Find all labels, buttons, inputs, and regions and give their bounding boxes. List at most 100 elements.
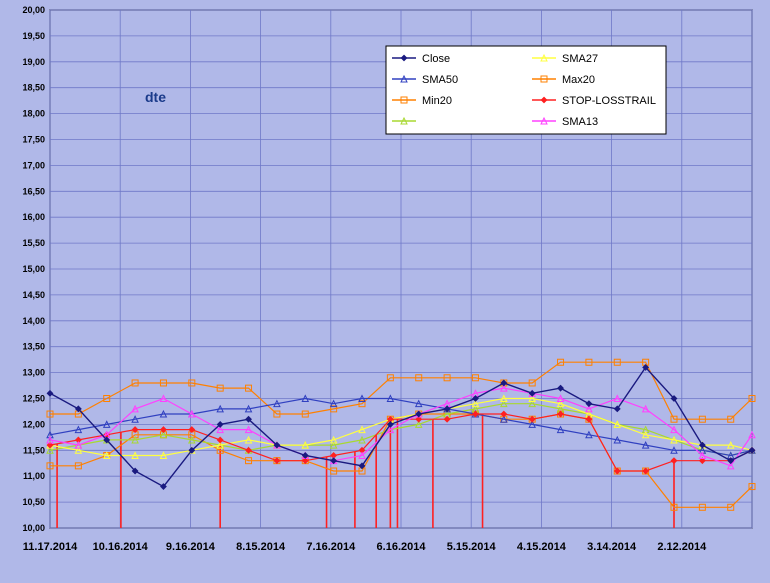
series-line-sma13: [49, 387, 753, 467]
point-sma50: [273, 399, 281, 408]
point-sma50: [585, 430, 593, 439]
point-sma27: [358, 425, 366, 434]
y-tick-label: 19,00: [22, 57, 45, 67]
legend-marker: [540, 96, 548, 104]
point-max20: [46, 410, 54, 418]
point-green: [188, 435, 196, 444]
x-tick-label: 8.15.2014: [236, 541, 286, 553]
axes: 10,00 10,50 11,00 11,50 12,00 12,50 13,00 13,50…: [22, 5, 707, 553]
y-tick-label: 10,00: [22, 523, 45, 533]
point-close: [131, 467, 139, 475]
point-close: [613, 405, 621, 413]
point-stop: [273, 457, 281, 465]
point-close: [386, 420, 394, 428]
point-close: [160, 483, 167, 490]
point-max20: [245, 384, 253, 392]
point-sma27: [556, 399, 565, 408]
point-sma13: [748, 430, 756, 439]
point-sma27: [159, 451, 168, 459]
legend: Close SMA27 SMA50 Max20 Min20 STOP-LOSSTRAIL S…: [385, 45, 667, 135]
point-min20: [670, 503, 678, 511]
point-close: [188, 446, 196, 454]
point-green: [46, 446, 54, 454]
point-close: [748, 446, 756, 454]
point-sma27: [726, 441, 735, 449]
chart-title: dte: [145, 89, 166, 105]
x-tick-label: 2.12.2014: [657, 541, 707, 553]
point-max20: [613, 358, 621, 366]
point-green: [329, 441, 338, 449]
x-tick-label: 10.16.2014: [93, 541, 149, 553]
y-tick-label: 11,00: [23, 471, 45, 481]
point-sma13: [641, 404, 650, 413]
point-sma50: [74, 425, 83, 434]
point-green: [358, 435, 366, 444]
y-tick-label: 14,00: [22, 316, 45, 326]
point-close: [358, 462, 366, 470]
point-sma27: [102, 451, 111, 459]
y-tick-label: 19,50: [22, 31, 45, 41]
y-tick-label: 15,00: [22, 264, 45, 274]
y-tick-label: 16,00: [22, 212, 45, 222]
point-sma50: [528, 420, 536, 428]
point-close: [585, 400, 593, 408]
point-sma50: [500, 415, 508, 423]
point-sma13: [613, 394, 622, 402]
point-max20: [330, 405, 338, 413]
point-green: [159, 430, 168, 439]
legend-marker: [540, 116, 548, 125]
y-tick-label: 13,00: [22, 368, 45, 378]
legend-label: Close: [422, 53, 450, 65]
point-max20: [358, 400, 366, 408]
point-stop: [500, 410, 508, 418]
point-max20: [748, 395, 756, 402]
legend-marker: [400, 54, 408, 62]
point-min20: [46, 462, 54, 470]
point-sma50: [102, 420, 111, 428]
point-close: [245, 415, 252, 423]
point-stop: [301, 457, 309, 465]
legend-label: SMA13: [562, 116, 598, 128]
point-max20: [727, 415, 735, 423]
point-max20: [471, 374, 479, 382]
point-sma13: [726, 461, 735, 470]
y-tick-label: 12,50: [22, 394, 45, 404]
point-sma50: [358, 394, 366, 402]
point-stop: [557, 410, 564, 418]
point-close: [528, 389, 536, 397]
point-max20: [216, 384, 224, 392]
point-sma50: [670, 446, 678, 454]
x-tick-label: 7.16.2014: [306, 541, 356, 553]
point-sma13: [74, 441, 83, 449]
y-tick-label: 20,00: [22, 5, 45, 15]
legend-label: SMA27: [562, 53, 598, 65]
point-close: [642, 363, 650, 371]
point-stop: [415, 415, 423, 423]
point-stop: [613, 467, 621, 475]
point-sma27: [74, 446, 83, 454]
legend-label: STOP-LOSSTRAIL: [562, 95, 656, 107]
point-sma13: [670, 425, 678, 434]
point-stop: [216, 436, 224, 444]
point-stop: [472, 410, 479, 418]
y-tick-label: 17,00: [22, 160, 45, 170]
point-green: [414, 420, 423, 428]
point-stop: [670, 457, 678, 465]
point-min20: [748, 483, 756, 491]
point-sma27: [244, 435, 253, 444]
point-sma27: [528, 394, 536, 402]
point-sma13: [46, 435, 54, 444]
point-close: [500, 379, 508, 387]
point-close: [443, 405, 451, 413]
y-tick-label: 16,50: [22, 186, 45, 196]
y-tick-label: 15,50: [22, 238, 45, 248]
point-sma27: [613, 420, 622, 428]
point-sma50: [641, 441, 650, 449]
point-sma13: [244, 425, 253, 434]
series: [46, 358, 756, 528]
point-green: [500, 399, 508, 408]
point-sma13: [585, 404, 593, 413]
x-tick-label: 4.15.2014: [517, 541, 567, 553]
y-tick-label: 11,50: [23, 445, 45, 455]
legend-marker: [400, 96, 408, 104]
